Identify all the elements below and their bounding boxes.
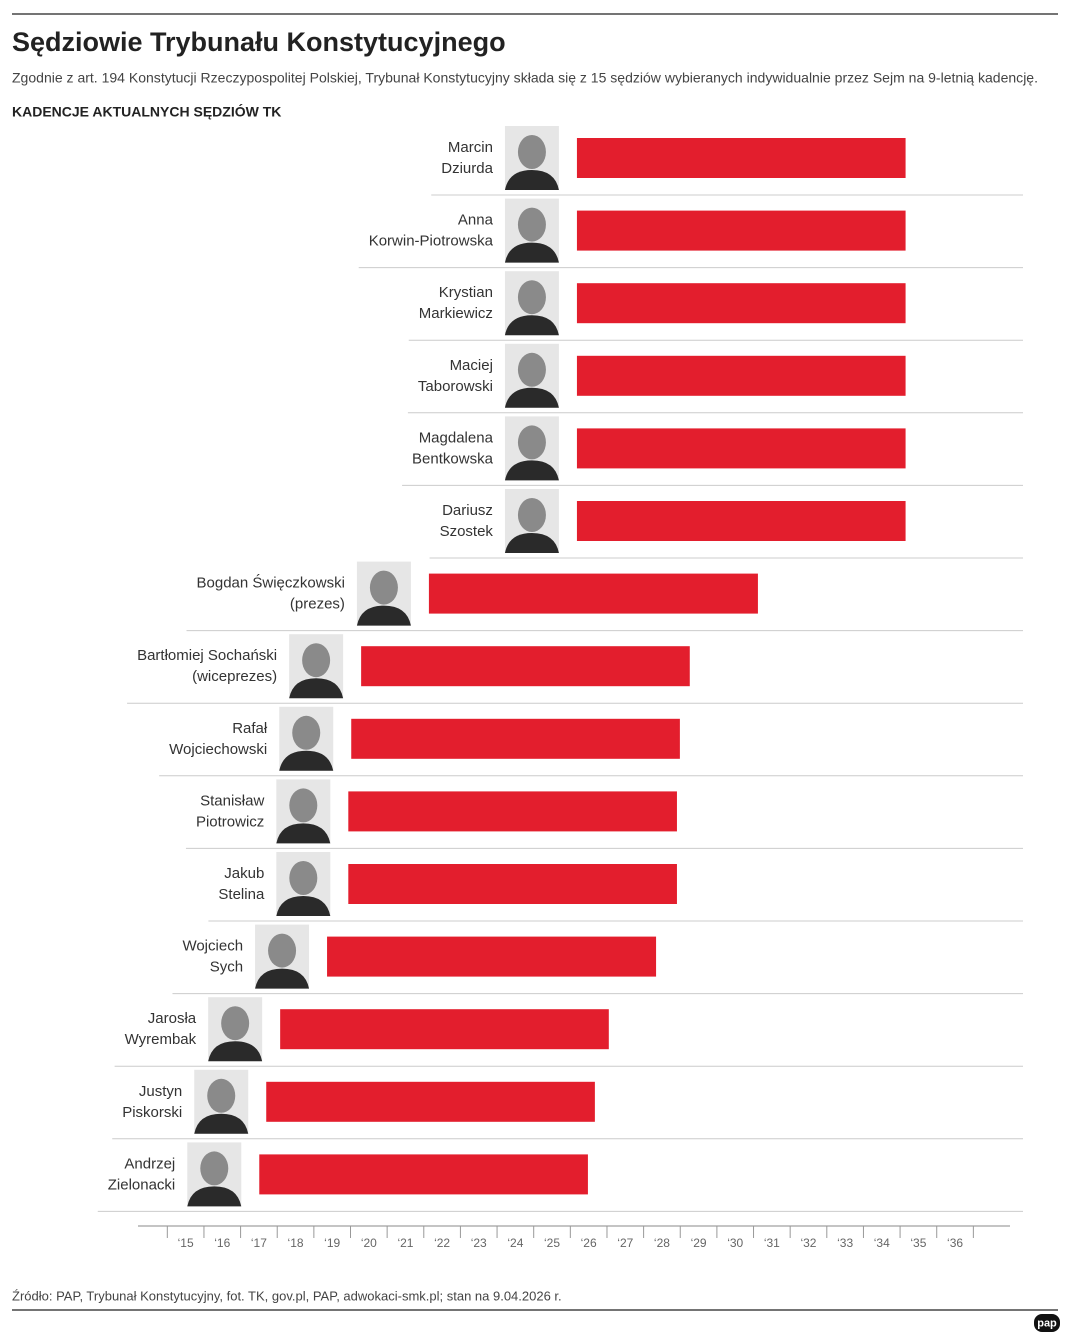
x-tick-label: ‘22 [434, 1236, 450, 1250]
subtitle: Zgodnie z art. 194 Konstytucji Rzeczypos… [12, 70, 1038, 86]
photo-body [504, 460, 559, 481]
photo-head [289, 861, 318, 895]
x-tick-label: ‘15 [178, 1236, 194, 1250]
term-bar [259, 1154, 588, 1195]
x-tick-label: ‘28 [654, 1236, 670, 1250]
term-bar [327, 936, 657, 977]
x-tick-label: ‘17 [251, 1236, 267, 1250]
judge-name: Magdalena Bentkowska [412, 429, 494, 467]
photo-head [517, 135, 546, 169]
term-bar [576, 428, 906, 469]
logo: pap [1037, 1317, 1057, 1329]
photo-body [504, 387, 559, 408]
photo-body [255, 968, 310, 989]
x-tick-label: ‘20 [361, 1236, 377, 1250]
photo-body [276, 896, 331, 916]
term-bar [348, 864, 677, 904]
term-bar [576, 501, 906, 541]
photo-body [187, 1186, 242, 1207]
photo-head [517, 498, 546, 532]
photo-head [517, 425, 546, 460]
term-bar [576, 138, 906, 178]
judge-name: Justyn Piskorski [122, 1083, 182, 1121]
x-tick-label: ‘26 [581, 1236, 597, 1250]
x-tick-label: ‘30 [727, 1236, 743, 1250]
judge-name: Maciej Taborowski [418, 357, 493, 395]
photo-body [504, 242, 559, 263]
judge-name: Rafał Wojciechowski [169, 720, 268, 758]
photo-body [504, 170, 559, 190]
judge-name: Bogdan Święczkowski (prezes) [197, 574, 345, 613]
term-bar [576, 283, 906, 324]
photo-body [356, 605, 411, 626]
judge-name: Andrzej Zielonacki [108, 1155, 176, 1193]
photo-body [504, 315, 559, 336]
photo-body [279, 750, 334, 771]
x-tick-label: ‘25 [544, 1236, 560, 1250]
photo-head [289, 788, 318, 823]
source-note: Źródło: PAP, Trybunał Konstytucyjny, fot… [12, 1288, 562, 1303]
x-tick-label: ‘36 [947, 1236, 963, 1250]
x-tick-label: ‘23 [471, 1236, 487, 1250]
x-tick-label: ‘16 [214, 1236, 230, 1250]
x-tick-label: ‘27 [617, 1236, 633, 1250]
photo-body [289, 678, 344, 699]
term-bar [361, 646, 690, 687]
x-tick-label: ‘35 [910, 1236, 926, 1250]
photo-head [302, 643, 331, 678]
judge-name: Jakub Stelina [218, 865, 265, 903]
photo-head [207, 1078, 236, 1113]
x-tick-label: ‘31 [764, 1236, 780, 1250]
photo-head [517, 207, 546, 242]
photo-head [369, 570, 398, 605]
x-tick-label: ‘19 [324, 1236, 340, 1250]
section-heading: KADENCJE AKTUALNYCH SĘDZIÓW TK [12, 103, 281, 120]
photo-body [208, 1041, 263, 1062]
term-bar [266, 1081, 595, 1122]
judge-name: Stanisław Piotrowicz [196, 792, 265, 830]
x-tick-label: ‘29 [691, 1236, 707, 1250]
judge-name: Jarosła Wyrembak [125, 1010, 197, 1048]
term-bar [280, 1009, 609, 1050]
term-bar [576, 355, 906, 396]
judge-name: Bartłomiej Sochański (wiceprezes) [137, 647, 277, 685]
chart-title: Sędziowie Trybunału Konstytucyjnego [12, 27, 506, 57]
judge-name: Anna Korwin-Piotrowska [369, 212, 494, 250]
x-tick-label: ‘34 [874, 1236, 890, 1250]
judge-name: Dariusz Szostek [440, 502, 494, 540]
judge-name: Marcin Dziurda [441, 139, 493, 177]
term-bar [428, 573, 758, 614]
photo-head [517, 352, 546, 387]
term-bar [348, 791, 677, 832]
photo-head [292, 715, 321, 750]
photo-head [268, 933, 297, 968]
term-bar [576, 210, 906, 251]
term-bar [351, 718, 680, 759]
photo-body [194, 1113, 249, 1134]
photo-body [504, 533, 559, 553]
x-tick-label: ‘33 [837, 1236, 853, 1250]
photo-head [517, 280, 546, 315]
photo-head [200, 1151, 229, 1186]
judge-name: Krystian Markiewicz [419, 284, 493, 322]
x-tick-label: ‘18 [288, 1236, 304, 1250]
logo-badge [1034, 1314, 1060, 1332]
x-tick-label: ‘24 [507, 1236, 523, 1250]
photo-body [276, 823, 331, 844]
photo-head [221, 1006, 250, 1041]
judge-name: Wojciech Sych [182, 938, 243, 976]
x-tick-label: ‘21 [397, 1236, 413, 1250]
x-tick-label: ‘32 [800, 1236, 816, 1250]
